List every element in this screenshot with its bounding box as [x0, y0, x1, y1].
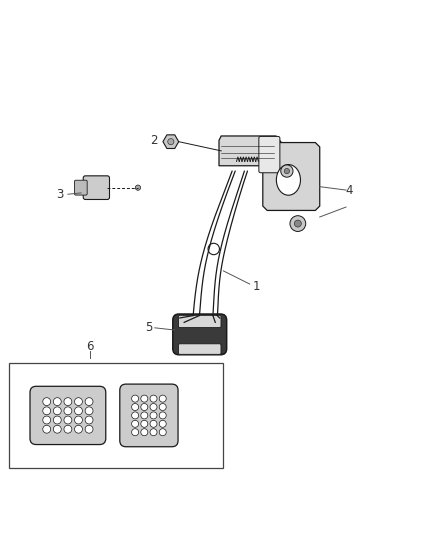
Polygon shape — [219, 136, 283, 166]
Circle shape — [135, 185, 141, 190]
Circle shape — [281, 165, 293, 177]
Circle shape — [43, 425, 51, 433]
FancyBboxPatch shape — [120, 384, 178, 447]
Circle shape — [74, 416, 82, 424]
Circle shape — [85, 416, 93, 424]
Circle shape — [43, 407, 51, 415]
Circle shape — [141, 412, 148, 419]
FancyBboxPatch shape — [30, 386, 106, 445]
Circle shape — [64, 407, 72, 415]
Circle shape — [85, 407, 93, 415]
Ellipse shape — [276, 165, 300, 195]
Circle shape — [150, 421, 157, 427]
FancyBboxPatch shape — [259, 136, 280, 173]
Text: 1: 1 — [252, 280, 260, 293]
Text: 5: 5 — [145, 321, 153, 334]
Circle shape — [290, 216, 306, 231]
Circle shape — [74, 407, 82, 415]
Circle shape — [64, 425, 72, 433]
Circle shape — [168, 139, 174, 145]
Circle shape — [43, 398, 51, 406]
Circle shape — [132, 429, 138, 435]
Circle shape — [150, 403, 157, 410]
Text: 4: 4 — [346, 183, 353, 197]
Circle shape — [74, 398, 82, 406]
Circle shape — [132, 395, 138, 402]
Circle shape — [150, 412, 157, 419]
Circle shape — [53, 398, 61, 406]
Text: 3: 3 — [57, 188, 64, 201]
Polygon shape — [263, 142, 320, 211]
Circle shape — [53, 425, 61, 433]
Circle shape — [159, 421, 166, 427]
FancyBboxPatch shape — [173, 314, 227, 355]
Circle shape — [132, 403, 138, 410]
Circle shape — [43, 416, 51, 424]
Circle shape — [208, 243, 219, 255]
Circle shape — [159, 403, 166, 410]
Circle shape — [159, 412, 166, 419]
Circle shape — [150, 395, 157, 402]
Circle shape — [53, 407, 61, 415]
Circle shape — [284, 168, 290, 174]
Circle shape — [64, 416, 72, 424]
Circle shape — [141, 421, 148, 427]
Bar — [9, 363, 223, 468]
Circle shape — [64, 398, 72, 406]
Text: 6: 6 — [87, 340, 94, 353]
Circle shape — [141, 395, 148, 402]
FancyBboxPatch shape — [74, 180, 87, 195]
Circle shape — [159, 429, 166, 435]
Circle shape — [132, 421, 138, 427]
Circle shape — [150, 429, 157, 435]
Circle shape — [85, 425, 93, 433]
Circle shape — [53, 416, 61, 424]
Circle shape — [141, 403, 148, 410]
Text: 2: 2 — [150, 134, 158, 147]
FancyBboxPatch shape — [83, 176, 110, 199]
FancyBboxPatch shape — [179, 316, 221, 328]
Circle shape — [132, 412, 138, 419]
Circle shape — [141, 429, 148, 435]
Circle shape — [159, 395, 166, 402]
Circle shape — [294, 220, 301, 227]
FancyBboxPatch shape — [179, 344, 221, 354]
Circle shape — [85, 398, 93, 406]
Circle shape — [74, 425, 82, 433]
